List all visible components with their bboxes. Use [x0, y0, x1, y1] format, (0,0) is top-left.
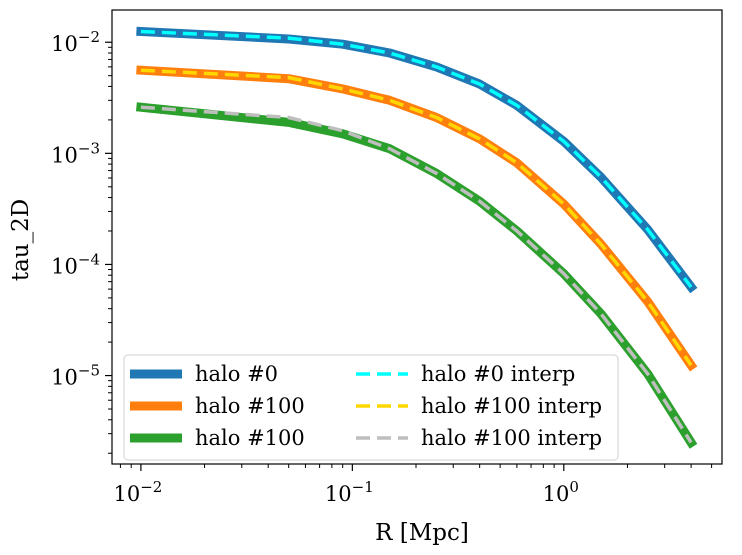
legend-label-0: halo #0 — [195, 362, 278, 386]
x-tick-label: 10−2 — [113, 478, 162, 506]
legend: halo #0 halo #100 halo #100 halo #0 interp h… — [123, 354, 619, 461]
y-axis-label: tau_2D — [8, 199, 34, 281]
x-axis-label: R [Mpc] — [375, 520, 469, 546]
x-tick-label: 10−1 — [325, 478, 374, 506]
legend-label-1: halo #100 — [195, 394, 305, 418]
legend-label-3: halo #0 interp — [421, 362, 575, 386]
legend-frame — [123, 354, 619, 461]
series-line-4 — [140, 68, 693, 367]
legend-label-5: halo #100 interp — [421, 426, 602, 450]
legend-label-4: halo #100 interp — [421, 394, 602, 418]
y-tick-label: 10−3 — [51, 139, 100, 167]
series-line-5 — [140, 105, 693, 444]
plot-frame — [111, 9, 723, 465]
y-tick-label: 10−4 — [51, 250, 100, 278]
legend-label-2: halo #100 — [195, 426, 305, 450]
series-line-3 — [140, 29, 693, 289]
ticks-layer: 10−2 10−1 100 10−2 10−3 10−4 10−5 — [51, 28, 713, 506]
series-layer — [135, 26, 698, 449]
x-tick-label: 100 — [543, 478, 579, 506]
y-tick-label: 10−2 — [51, 28, 100, 56]
y-tick-label: 10−5 — [51, 362, 100, 390]
